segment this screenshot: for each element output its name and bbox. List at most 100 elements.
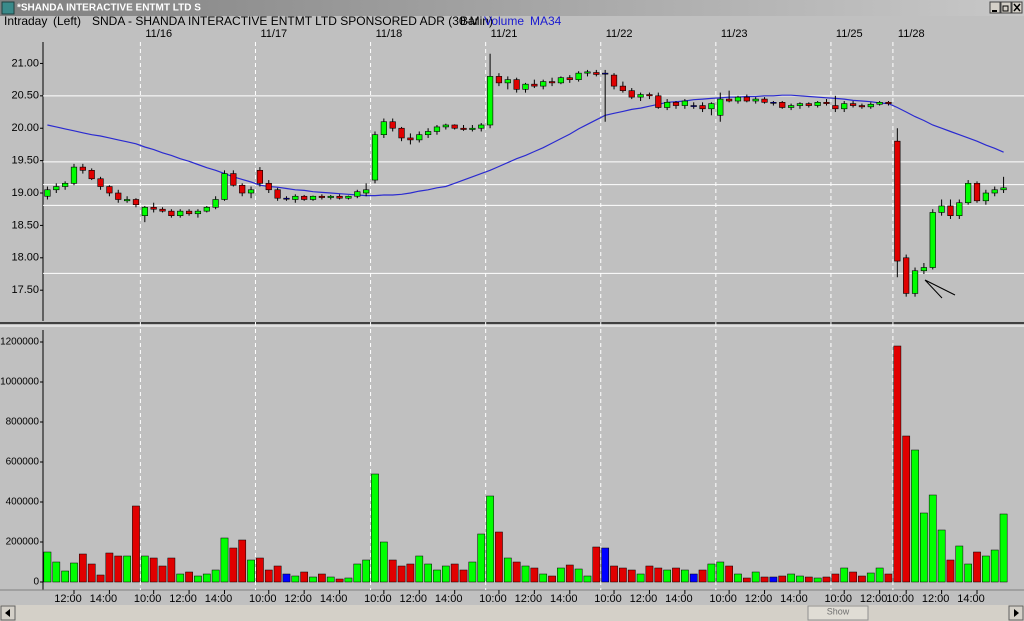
window-buttons[interactable] [989, 1, 1023, 14]
candle-body [274, 189, 281, 199]
volume-bar [610, 565, 618, 583]
candle-body [743, 96, 750, 102]
volume-bar [167, 557, 176, 583]
volume-bar [911, 449, 919, 583]
y-tick-label: 1000000 [0, 377, 39, 388]
candle-body [602, 72, 609, 75]
volume-bar [459, 569, 468, 583]
volume-bar [751, 571, 760, 583]
volume-bar [326, 576, 335, 583]
candle-body [779, 102, 786, 108]
candle-body [230, 173, 237, 186]
volume-bar [78, 553, 87, 583]
date-label: 11/18 [376, 28, 403, 40]
chart-title: SNDA - SHANDA INTERACTIVE ENTMT LTD SPON… [92, 14, 493, 28]
candle-body [956, 202, 963, 216]
candle-body [540, 81, 547, 87]
x-tick-label: 12:00 [169, 593, 197, 605]
volume-bar [318, 573, 326, 583]
volume-bar [132, 505, 140, 583]
x-tick-label: 12:00 [399, 593, 427, 605]
candle-body [796, 103, 804, 106]
icon [1014, 609, 1019, 617]
volume-bar [707, 563, 716, 583]
volume-bar [557, 567, 565, 583]
date-label: 11/17 [260, 28, 287, 40]
volume-bar [300, 571, 309, 583]
candle-body [79, 166, 86, 171]
candle-body [734, 96, 742, 102]
candle-body [867, 103, 874, 108]
volume-bar [672, 567, 680, 583]
volume-bar [716, 561, 725, 583]
scroll-track[interactable] [0, 605, 1024, 621]
candle-body [486, 76, 494, 126]
volume-bar [87, 563, 96, 583]
x-tick-label: 12:00 [860, 593, 888, 605]
volume-bar [273, 565, 282, 583]
minimize-button[interactable] [989, 1, 1001, 14]
candle-body [876, 102, 883, 105]
volume-bar [415, 555, 424, 583]
volume-bar [928, 494, 937, 583]
candle-body [566, 77, 573, 80]
y-tick-label: 600000 [6, 457, 40, 468]
candle-body [708, 103, 715, 110]
volume-bar [353, 563, 362, 583]
x-tick-label: 10:00 [709, 593, 737, 605]
candle-body [345, 195, 352, 199]
volume-bar [96, 574, 105, 583]
candle-body [513, 79, 520, 90]
volume-bar [955, 545, 964, 583]
volume-bar [70, 562, 78, 583]
volume-bar [937, 529, 946, 583]
candle-body [938, 205, 945, 213]
candle-body [947, 205, 954, 216]
candle-body [150, 206, 157, 210]
restore-button[interactable] [1000, 1, 1012, 14]
candle-body [62, 182, 69, 187]
candle-body [168, 210, 175, 216]
volume-bar [202, 573, 211, 583]
date-label: 11/25 [836, 28, 863, 40]
candle-body [858, 105, 866, 108]
volume-bar [450, 563, 459, 583]
x-tick-label: 12:00 [922, 593, 950, 605]
candle-body [610, 74, 618, 87]
y-tick-label: 1200000 [0, 337, 39, 348]
candle-body [548, 81, 556, 84]
volume-bar [43, 551, 52, 583]
volume-bar [831, 573, 840, 583]
candle-body [823, 102, 830, 104]
candle-body [265, 182, 272, 191]
candle-body [451, 124, 458, 129]
volume-bar [397, 565, 406, 583]
volume-bar [477, 533, 486, 583]
volume-bar [61, 570, 69, 583]
candle-body [672, 102, 680, 106]
candle-body [699, 105, 706, 110]
volume-bar [636, 573, 645, 583]
window-icon [1, 1, 15, 15]
candle-body [106, 186, 113, 194]
volume-bar [663, 569, 672, 583]
candle-body [398, 127, 405, 139]
volume-bar [734, 573, 742, 583]
volume-bar [858, 575, 866, 583]
volume-bar [530, 567, 539, 583]
volume-bar [973, 551, 981, 583]
candle-body [593, 72, 600, 75]
volume-bar [813, 577, 822, 583]
annotation-arrow [924, 279, 956, 299]
candle-body [363, 189, 370, 194]
scrollbar[interactable]: Show [0, 605, 1024, 621]
volume-bar [291, 575, 300, 583]
date-label: 11/28 [898, 28, 925, 40]
volume-bar [884, 573, 893, 583]
icon [5, 609, 10, 617]
candle-body [53, 186, 60, 191]
scroll-thumb[interactable] [807, 605, 869, 621]
candle-body [1000, 187, 1007, 191]
